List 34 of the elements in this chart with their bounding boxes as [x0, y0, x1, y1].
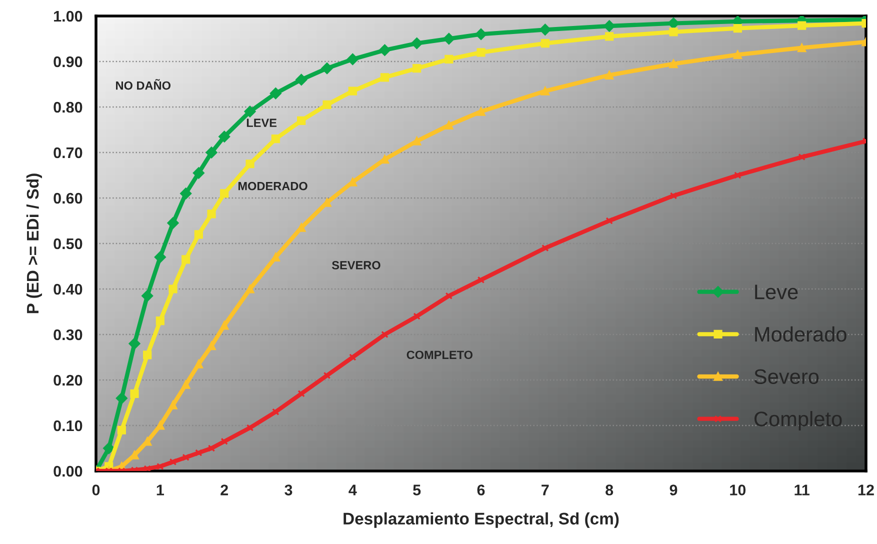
x-tick-label: 8 [606, 484, 614, 496]
y-tick-label: 0.90 [54, 56, 82, 68]
y-tick-label: 0.40 [54, 284, 82, 295]
y-tick-label: 1.00 [54, 10, 82, 22]
y-tick-label: 0.20 [54, 374, 82, 386]
y-tick-label: 0.30 [54, 329, 82, 340]
annotation: SEVERO [332, 261, 380, 270]
annotation: COMPLETO [406, 350, 473, 360]
x-tick-label: 12 [858, 484, 874, 496]
legend-label: Moderado [755, 326, 846, 342]
annotation: MODERADO [238, 182, 308, 190]
x-tick-label: 3 [284, 484, 292, 496]
y-tick-label: 0.00 [54, 466, 82, 477]
y-tick-label: 0.80 [54, 102, 82, 113]
x-tick-label: 1 [156, 484, 164, 496]
y-tick-label: 0.50 [54, 238, 82, 250]
y-tick-label: 0.10 [54, 420, 82, 432]
x-tick-label: 5 [413, 484, 421, 496]
x-tick-label: 4 [348, 484, 357, 496]
y-tick-label: 0.60 [54, 192, 82, 204]
x-tick-label: 0 [92, 484, 100, 496]
x-tick-label: 9 [670, 484, 678, 496]
legend-label: Leve [755, 284, 798, 300]
x-tick-label: 2 [220, 484, 228, 496]
annotation: LEVE [246, 118, 277, 127]
x-tick-label: 10 [730, 484, 746, 496]
y-tick-label: 0.70 [54, 147, 82, 158]
legend-label: Severo [754, 369, 819, 384]
y-axis-title: P (ED >= EDi / Sd) [26, 174, 42, 314]
x-tick-label: 6 [477, 484, 485, 496]
annotation: NO DAÑO [116, 79, 170, 90]
x-tick-label: 11 [794, 484, 810, 496]
x-tick-label: 7 [542, 484, 549, 496]
x-axis-title: Desplazamiento Espectral, Sd (cm) [344, 512, 619, 528]
